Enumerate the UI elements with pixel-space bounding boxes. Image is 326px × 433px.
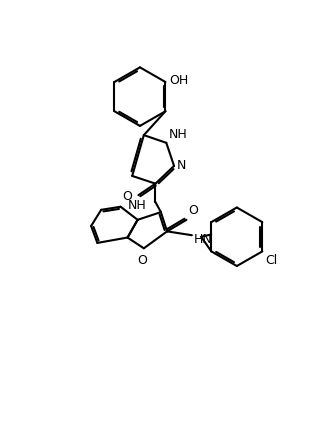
- Text: OH: OH: [169, 74, 188, 87]
- Text: O: O: [137, 255, 147, 268]
- Text: HN: HN: [193, 233, 212, 246]
- Text: NH: NH: [127, 200, 146, 213]
- Text: Cl: Cl: [265, 255, 278, 268]
- Text: O: O: [188, 204, 198, 217]
- Text: O: O: [122, 190, 132, 203]
- Text: N: N: [177, 159, 186, 172]
- Text: NH: NH: [169, 127, 187, 141]
